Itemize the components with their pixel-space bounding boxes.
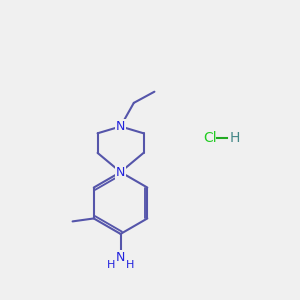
Text: N: N: [116, 251, 125, 264]
Text: N: N: [116, 120, 125, 133]
Text: N: N: [116, 166, 125, 178]
Text: H: H: [230, 131, 240, 145]
Text: H: H: [126, 260, 134, 269]
Text: Cl: Cl: [203, 131, 217, 145]
Text: H: H: [107, 260, 115, 269]
